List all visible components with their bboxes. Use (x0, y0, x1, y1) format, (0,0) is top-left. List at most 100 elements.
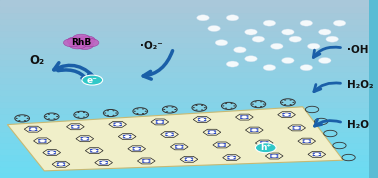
Circle shape (260, 141, 262, 142)
Circle shape (195, 109, 198, 111)
Circle shape (302, 142, 305, 143)
Circle shape (29, 127, 37, 131)
Circle shape (166, 111, 168, 112)
Circle shape (57, 163, 59, 164)
Circle shape (82, 39, 99, 47)
Circle shape (307, 43, 320, 49)
Bar (0, 142, 369, 148)
Circle shape (47, 151, 50, 152)
Polygon shape (170, 144, 188, 150)
Bar (0, 71, 369, 77)
Circle shape (246, 118, 249, 119)
Text: ·OH: ·OH (347, 45, 369, 55)
Bar (0, 24, 369, 30)
Circle shape (54, 151, 56, 152)
Circle shape (143, 159, 150, 163)
Circle shape (162, 122, 164, 124)
Circle shape (217, 143, 220, 144)
Circle shape (71, 125, 74, 126)
Circle shape (139, 149, 141, 151)
Circle shape (133, 147, 140, 151)
Bar (0, 148, 369, 154)
Circle shape (73, 34, 90, 42)
Circle shape (260, 141, 268, 145)
Circle shape (87, 137, 89, 138)
Polygon shape (245, 127, 263, 133)
Bar (0, 119, 369, 125)
Circle shape (290, 104, 292, 105)
Circle shape (175, 145, 177, 146)
Circle shape (218, 143, 225, 147)
Circle shape (100, 161, 107, 164)
Text: e⁻: e⁻ (87, 76, 98, 85)
Circle shape (142, 113, 144, 114)
Circle shape (282, 115, 285, 117)
Circle shape (263, 20, 276, 26)
Circle shape (281, 102, 284, 103)
Circle shape (292, 102, 294, 103)
Circle shape (174, 109, 177, 110)
Circle shape (283, 113, 290, 116)
Circle shape (240, 115, 243, 117)
Polygon shape (24, 126, 42, 132)
Circle shape (132, 147, 135, 148)
Bar (0, 89, 369, 95)
Circle shape (81, 137, 83, 138)
Circle shape (77, 127, 80, 129)
Polygon shape (193, 117, 211, 122)
Circle shape (234, 47, 246, 53)
Circle shape (300, 65, 313, 71)
Circle shape (245, 56, 257, 62)
Polygon shape (85, 148, 103, 154)
Circle shape (184, 160, 187, 161)
Circle shape (254, 101, 257, 102)
Circle shape (148, 159, 151, 160)
Circle shape (282, 29, 294, 35)
Circle shape (270, 154, 273, 155)
Circle shape (251, 128, 258, 132)
Circle shape (181, 147, 184, 149)
Circle shape (67, 37, 84, 45)
Circle shape (136, 113, 139, 114)
Polygon shape (67, 124, 84, 130)
Circle shape (195, 105, 198, 106)
Circle shape (276, 154, 279, 155)
Circle shape (303, 139, 310, 143)
Circle shape (308, 139, 311, 141)
Circle shape (197, 15, 209, 21)
Circle shape (201, 109, 203, 111)
Text: H₂O: H₂O (347, 120, 369, 130)
Bar (0, 166, 369, 172)
Circle shape (18, 116, 20, 117)
Bar (0, 53, 369, 59)
Circle shape (319, 155, 321, 156)
Circle shape (44, 139, 47, 140)
Circle shape (184, 158, 187, 159)
Circle shape (271, 154, 278, 158)
Circle shape (225, 108, 227, 109)
Circle shape (76, 41, 93, 49)
Bar (0, 172, 369, 178)
Circle shape (123, 137, 125, 138)
Circle shape (208, 130, 210, 132)
Circle shape (226, 15, 239, 21)
Circle shape (57, 163, 65, 166)
Circle shape (302, 139, 305, 141)
Circle shape (263, 104, 265, 105)
Circle shape (162, 120, 164, 121)
Circle shape (139, 147, 141, 148)
Circle shape (198, 118, 200, 119)
Polygon shape (265, 153, 283, 159)
Text: H₂O₂: H₂O₂ (347, 80, 373, 90)
Circle shape (319, 153, 321, 154)
Circle shape (82, 75, 102, 85)
Polygon shape (235, 114, 253, 120)
Circle shape (214, 130, 216, 132)
Circle shape (256, 131, 259, 132)
Circle shape (271, 43, 283, 49)
Circle shape (266, 141, 269, 142)
Circle shape (45, 116, 47, 117)
Bar (0, 137, 369, 142)
Circle shape (165, 135, 168, 136)
Circle shape (15, 118, 18, 119)
